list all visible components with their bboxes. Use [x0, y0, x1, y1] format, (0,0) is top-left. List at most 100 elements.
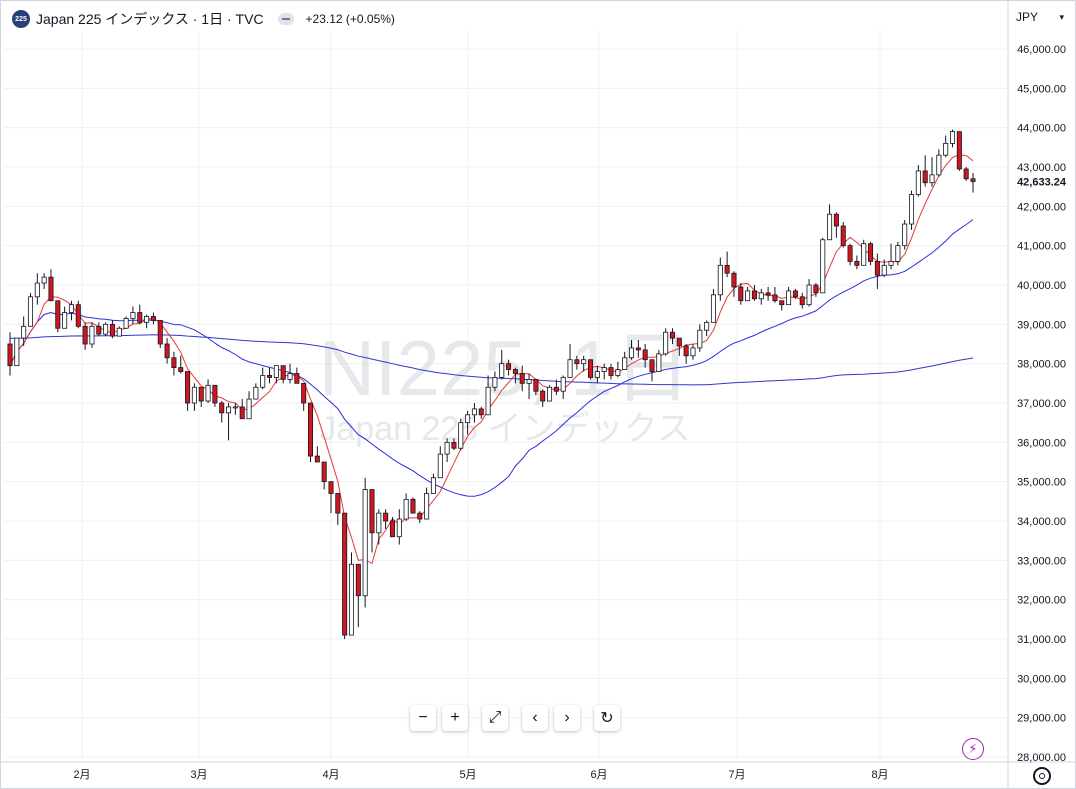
candle-down	[239, 406, 245, 420]
candle-up	[806, 284, 812, 306]
candle-up	[465, 414, 471, 424]
price-tick-label: 41,000.00	[1017, 241, 1066, 253]
time-tick-label: 6月	[590, 769, 607, 781]
gear-icon[interactable]	[1033, 767, 1051, 785]
candle-up	[581, 359, 587, 365]
hide-legend-button[interactable]	[277, 13, 294, 25]
price-change: +23.12 (+0.05%)	[305, 12, 395, 26]
candle-up	[376, 512, 382, 534]
candle-down	[185, 371, 191, 404]
candle-down	[314, 455, 320, 463]
time-tick-label: 3月	[190, 769, 207, 781]
zoom-out-button[interactable]: −	[410, 705, 436, 731]
candle-down	[799, 296, 805, 306]
candle-down	[635, 347, 641, 351]
candle-up	[943, 142, 949, 156]
candle-down	[137, 312, 143, 323]
candle-up	[492, 377, 498, 388]
candle-up	[273, 365, 279, 378]
candle-up	[710, 294, 716, 323]
candle-up	[786, 290, 792, 306]
candle-down	[676, 337, 682, 347]
price-tick-label: 37,000.00	[1017, 398, 1066, 410]
candle-down	[970, 178, 976, 182]
price-tick-label: 46,000.00	[1017, 44, 1066, 56]
ma-short-line	[9, 154, 974, 565]
price-tick-label: 30,000.00	[1017, 673, 1066, 685]
time-tick-label: 8月	[871, 769, 888, 781]
candle-down	[478, 408, 484, 416]
candle-down	[178, 367, 184, 372]
candle-down	[355, 563, 361, 597]
candle-down	[383, 512, 389, 522]
candle-down	[109, 323, 115, 337]
zoom-in-button[interactable]: +	[442, 705, 468, 731]
candle-down	[608, 367, 614, 376]
candle-down	[389, 520, 395, 538]
candle-up	[881, 264, 887, 276]
candle-down	[669, 331, 676, 339]
legend-title: Japan 225 インデックス · 1日 · TVC	[36, 11, 264, 27]
ma-200-line	[10, 334, 974, 386]
candle-up	[62, 312, 68, 329]
candle-up	[144, 316, 150, 323]
candle-down	[840, 225, 846, 247]
candle-up	[246, 398, 252, 420]
price-tick-label: 38,000.00	[1017, 359, 1066, 371]
candle-up	[915, 170, 921, 195]
price-tick-label: 45,000.00	[1017, 83, 1066, 95]
chevron-down-icon: ▾	[1059, 11, 1064, 22]
candle-down	[335, 493, 341, 514]
price-tick-label: 28,000.00	[1017, 752, 1066, 764]
candle-up	[861, 243, 867, 266]
fullscreen-button[interactable]: ⤢	[482, 705, 508, 731]
price-tick-label: 42,000.00	[1017, 201, 1066, 213]
candle-up	[34, 282, 40, 298]
candles-layer	[7, 129, 976, 639]
candle-up	[123, 318, 129, 329]
candle-up	[656, 353, 662, 372]
lightning-icon[interactable]: ⚡	[962, 738, 984, 760]
candle-up	[949, 131, 956, 144]
price-tick-label: 31,000.00	[1017, 634, 1066, 646]
price-tick-label: 29,000.00	[1017, 713, 1066, 725]
candle-down	[813, 284, 819, 294]
candle-down	[294, 373, 300, 384]
candle-down	[267, 375, 273, 378]
currency-label: JPY	[1016, 10, 1039, 24]
currency-selector[interactable]: JPY ▾	[1010, 4, 1070, 30]
candle-down	[533, 378, 539, 392]
reset-chart-button[interactable]: ↻	[594, 705, 620, 731]
scroll-right-button[interactable]: ›	[554, 705, 580, 731]
candle-up	[526, 378, 532, 384]
candle-up	[758, 292, 764, 300]
time-tick-label: 5月	[459, 769, 476, 781]
candle-up	[471, 408, 477, 416]
candle-up	[888, 260, 894, 266]
candle-down	[540, 390, 546, 402]
candle-down	[157, 319, 163, 345]
candle-down	[96, 325, 102, 335]
candle-down	[307, 402, 314, 457]
candle-down	[574, 359, 580, 365]
candle-up	[130, 312, 136, 319]
ma-long-line	[9, 219, 974, 497]
moving-average-long	[9, 219, 974, 497]
candle-up	[615, 369, 621, 376]
candle-up	[348, 563, 355, 636]
candle-up	[287, 373, 293, 380]
candle-down	[854, 260, 860, 266]
candle-up	[690, 347, 696, 357]
symbol-logo: 225	[12, 10, 30, 28]
candle-down	[751, 290, 757, 300]
price-tick-label: 34,000.00	[1017, 516, 1066, 528]
candle-down	[82, 325, 88, 345]
price-tick-label: 33,000.00	[1017, 555, 1066, 567]
moving-average-200	[10, 334, 974, 386]
candle-down	[506, 363, 512, 370]
candle-up	[191, 386, 197, 404]
scroll-left-button[interactable]: ‹	[522, 705, 548, 731]
candle-up	[430, 477, 436, 494]
